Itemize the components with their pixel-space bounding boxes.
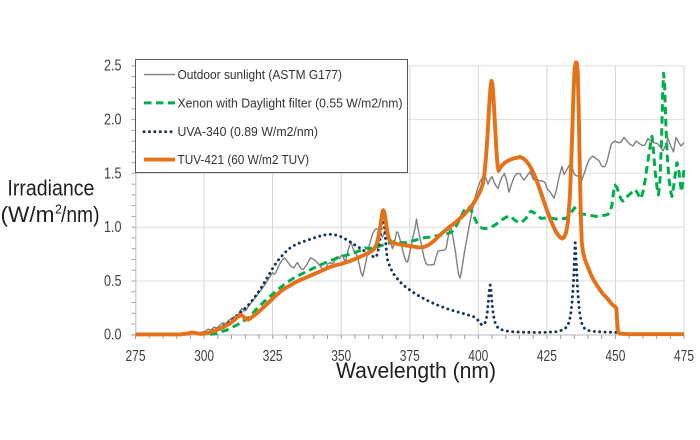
svg-text:2.0: 2.0 [104,112,122,129]
svg-text:1.0: 1.0 [104,219,122,236]
svg-text:UVA-340 (0.89 W/m2/nm): UVA-340 (0.89 W/m2/nm) [178,125,319,139]
svg-text:Irradiance: Irradiance [7,176,94,201]
svg-text:Wavelength (nm): Wavelength (nm) [336,358,496,383]
svg-text:1.5: 1.5 [104,165,122,182]
svg-text:425: 425 [537,348,557,365]
svg-text:275: 275 [126,348,146,365]
svg-text:475: 475 [674,348,694,365]
svg-text:325: 325 [263,348,283,365]
svg-text:400: 400 [468,348,488,365]
svg-text:Xenon with Daylight filter (0.: Xenon with Daylight filter (0.55 W/m2/nm… [178,96,403,110]
svg-text:350: 350 [331,348,351,365]
svg-text:300: 300 [194,348,214,365]
svg-text:0.5: 0.5 [104,273,122,290]
svg-text:(W/m: (W/m [1,202,55,227]
svg-text:0.0: 0.0 [104,327,122,344]
svg-text:450: 450 [605,348,625,365]
svg-text:375: 375 [400,348,420,365]
svg-text:/nm): /nm) [61,202,100,227]
svg-text:2: 2 [55,203,62,217]
svg-text:2.5: 2.5 [104,58,122,75]
svg-text:Outdoor sunlight (ASTM G177): Outdoor sunlight (ASTM G177) [178,68,343,82]
svg-text:TUV-421 (60 W/m2 TUV): TUV-421 (60 W/m2 TUV) [178,153,310,167]
